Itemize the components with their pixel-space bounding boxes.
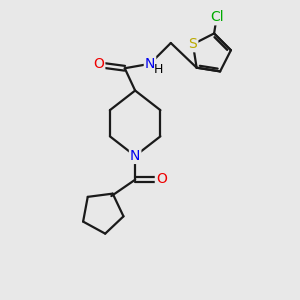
Text: O: O (93, 57, 104, 71)
Text: N: N (145, 57, 155, 71)
Text: H: H (154, 63, 163, 76)
Text: N: N (130, 149, 140, 163)
Text: S: S (188, 37, 197, 51)
Text: Cl: Cl (210, 10, 224, 24)
Text: O: O (156, 172, 167, 186)
